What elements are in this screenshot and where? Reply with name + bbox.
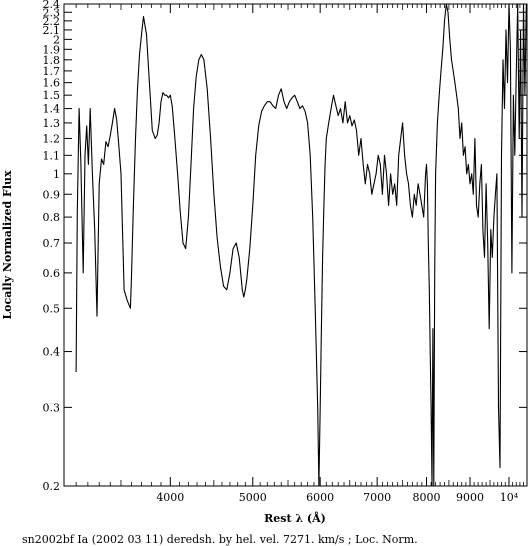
x-tick-label: 8000 xyxy=(412,491,440,504)
y-tick-label: 0.3 xyxy=(43,401,61,414)
x-tick-label: 9000 xyxy=(456,491,484,504)
y-tick-label: 2.3 xyxy=(43,6,61,19)
x-tick-label: 4000 xyxy=(156,491,184,504)
y-tick-label: 1.7 xyxy=(43,65,61,78)
y-tick-label: 1.1 xyxy=(43,149,61,162)
y-tick-label: 0.6 xyxy=(43,267,61,280)
x-tick-label: 10⁴ xyxy=(500,491,519,504)
y-tick-label: 2.4 xyxy=(43,0,61,11)
y-tick-label: 1.5 xyxy=(43,89,61,102)
y-tick-label: 0.7 xyxy=(43,237,61,250)
y-tick-label: 0.4 xyxy=(43,346,61,359)
chart-caption: sn2002bf Ia (2002 03 11) deredsh. by hel… xyxy=(22,533,418,546)
y-tick-label: 1 xyxy=(53,168,60,181)
plot-frame xyxy=(63,3,528,487)
y-tick-label: 2 xyxy=(53,33,60,46)
y-tick-label: 0.2 xyxy=(43,480,61,493)
x-axis-ticks: 4000 5000 6000 7000 8000 9000 10⁴ xyxy=(75,4,524,504)
y-tick-label: 1.9 xyxy=(43,43,61,56)
y-tick-label: 0.8 xyxy=(43,211,61,224)
y-axis-label: Locally Normalized Flux xyxy=(1,170,14,320)
y-tick-label: 2.1 xyxy=(43,24,61,37)
y-tick-label: 1.6 xyxy=(43,77,61,90)
y-tick-label: 0.5 xyxy=(43,302,61,315)
x-axis-label: Rest λ (Å) xyxy=(264,511,326,525)
y-tick-label: 1.3 xyxy=(43,117,61,130)
y-tick-label: 1.8 xyxy=(43,54,61,67)
x-tick-label: 7000 xyxy=(363,491,391,504)
y-tick-label: 0.9 xyxy=(43,188,61,201)
x-tick-label: 5000 xyxy=(239,491,267,504)
x-tick-label: 6000 xyxy=(306,491,334,504)
y-tick-label: 1.2 xyxy=(43,132,61,145)
y-tick-label: 1.4 xyxy=(43,103,61,116)
y-tick-label: 2.2 xyxy=(43,15,61,28)
y-axis-ticks: 0.2 0.3 0.4 0.5 0.6 0.7 0.8 0.9 1 1.1 1.2 1.31.41.5… xyxy=(43,0,527,493)
spectrum-line xyxy=(75,3,527,487)
